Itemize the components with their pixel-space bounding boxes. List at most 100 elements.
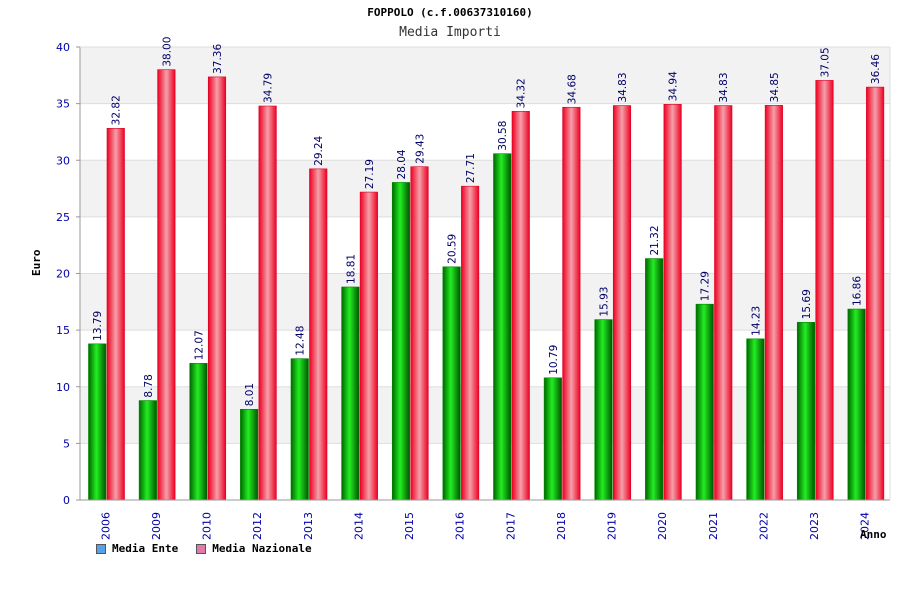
bar-media-nazionale	[612, 105, 632, 501]
bar-media-ente	[189, 363, 208, 501]
data-label: 37.05	[820, 47, 832, 77]
bar-media-ente	[695, 303, 714, 501]
data-label: 29.24	[313, 135, 325, 165]
legend-swatch-media-nazionale	[196, 543, 207, 554]
data-labels-group: 13.79 32.82 8.78 38.00 12.07 37.36 8.01 34.79 12…	[92, 37, 882, 407]
x-tick-label: 2017	[504, 512, 517, 540]
bar-media-nazionale	[511, 111, 530, 501]
legend-label-media-nazionale: Media Nazionale	[212, 542, 312, 555]
bar-media-ente	[543, 377, 562, 501]
y-tick-label: 40	[56, 41, 70, 54]
data-label: 34.79	[263, 73, 275, 103]
bar-media-ente	[746, 338, 765, 501]
y-tick-label: 10	[56, 381, 70, 394]
x-tick-label: 2023	[808, 512, 821, 540]
bar-media-ente	[796, 322, 816, 501]
data-label: 34.68	[566, 74, 578, 104]
x-axis-label: Anno	[860, 528, 887, 541]
data-label: 12.07	[194, 330, 206, 360]
y-tick-label: 35	[56, 98, 70, 111]
bar-media-nazionale	[207, 76, 227, 501]
data-label: 27.19	[364, 159, 376, 189]
bar-media-nazionale	[714, 105, 733, 501]
bar-media-nazionale	[663, 104, 682, 501]
data-label: 8.78	[143, 374, 155, 397]
bar-media-ente	[594, 319, 613, 501]
bar-media-nazionale	[258, 105, 277, 501]
bar-media-ente	[391, 182, 411, 501]
y-tick-label: 30	[56, 154, 70, 167]
bar-media-nazionale	[461, 185, 480, 501]
x-tick-label: 2012	[251, 512, 264, 540]
bar-media-ente	[645, 258, 664, 501]
chart-subtitle: Media Importi	[399, 25, 501, 40]
bar-media-nazionale	[410, 166, 429, 501]
bar-media-nazionale	[866, 86, 885, 501]
bar-media-nazionale	[764, 105, 783, 501]
data-label: 15.69	[801, 289, 813, 319]
bar-media-ente	[341, 286, 360, 501]
bar-media-ente	[493, 153, 512, 501]
data-label: 37.36	[212, 44, 224, 74]
x-tick-label: 2018	[555, 512, 568, 540]
data-label: 10.79	[548, 345, 560, 375]
bar-media-nazionale	[359, 191, 378, 501]
legend-label-media-ente: Media Ente	[112, 542, 179, 555]
bar-media-nazionale	[815, 80, 834, 501]
x-tick-label: 2019	[606, 512, 619, 540]
y-tick-label: 20	[56, 268, 70, 281]
data-label: 29.43	[415, 134, 427, 164]
bar-media-ente	[847, 308, 866, 501]
x-tick-label: 2009	[150, 512, 163, 540]
data-label: 34.85	[769, 72, 781, 102]
legend-swatch-media-ente	[96, 543, 106, 554]
bar-media-ente	[290, 358, 309, 501]
x-tick-label: 2010	[201, 512, 214, 540]
bar-media-ente	[442, 266, 461, 501]
data-label: 32.82	[111, 95, 123, 125]
x-tick-label: 2014	[352, 512, 365, 540]
y-tick-label: 25	[56, 211, 70, 224]
legend-item-media-ente: Media Ente	[96, 542, 178, 555]
y-tick-label: 15	[56, 324, 70, 337]
bar-media-ente	[240, 408, 259, 501]
y-tick-label: 0	[63, 494, 70, 507]
data-label: 16.86	[852, 276, 864, 306]
x-tick-label: 2024	[859, 512, 872, 540]
data-label: 12.48	[295, 326, 307, 356]
legend: Media Ente Media Nazionale	[96, 542, 312, 555]
data-label: 36.46	[870, 54, 882, 84]
bar-media-nazionale	[562, 106, 581, 501]
x-tick-label: 2006	[99, 512, 112, 540]
data-label: 34.83	[617, 72, 629, 102]
bar-media-nazionale	[309, 168, 328, 501]
x-tick-label: 2022	[757, 512, 770, 540]
data-label: 34.94	[668, 71, 680, 101]
x-tick-label: 2021	[707, 512, 720, 540]
data-label: 38.00	[161, 37, 173, 67]
bar-media-ente	[88, 343, 107, 501]
chart-title: FOPPOLO (c.f.00637310160)	[367, 6, 533, 19]
x-tick-label: 2015	[403, 512, 416, 540]
data-label: 18.81	[345, 254, 357, 284]
ticks-group: 0 5 10 15 20 25 30 35 40 2006 2009 2010 2012 2013 2014…	[56, 41, 872, 540]
data-label: 28.04	[396, 149, 408, 179]
data-label: 13.79	[92, 311, 104, 341]
data-label: 21.32	[649, 225, 661, 255]
data-label: 34.83	[718, 72, 730, 102]
x-tick-label: 2013	[302, 512, 315, 540]
data-label: 34.32	[516, 78, 528, 108]
data-label: 27.71	[465, 153, 477, 183]
data-label: 8.01	[244, 383, 256, 406]
data-label: 14.23	[750, 306, 762, 336]
data-label: 15.93	[599, 287, 611, 317]
bar-media-ente	[138, 400, 157, 501]
bar-media-nazionale	[157, 69, 176, 501]
legend-item-media-nazionale: Media Nazionale	[196, 542, 312, 555]
data-label: 17.29	[700, 271, 712, 301]
x-tick-label: 2020	[656, 512, 669, 540]
y-tick-label: 5	[63, 437, 70, 450]
bars-group	[88, 69, 885, 501]
